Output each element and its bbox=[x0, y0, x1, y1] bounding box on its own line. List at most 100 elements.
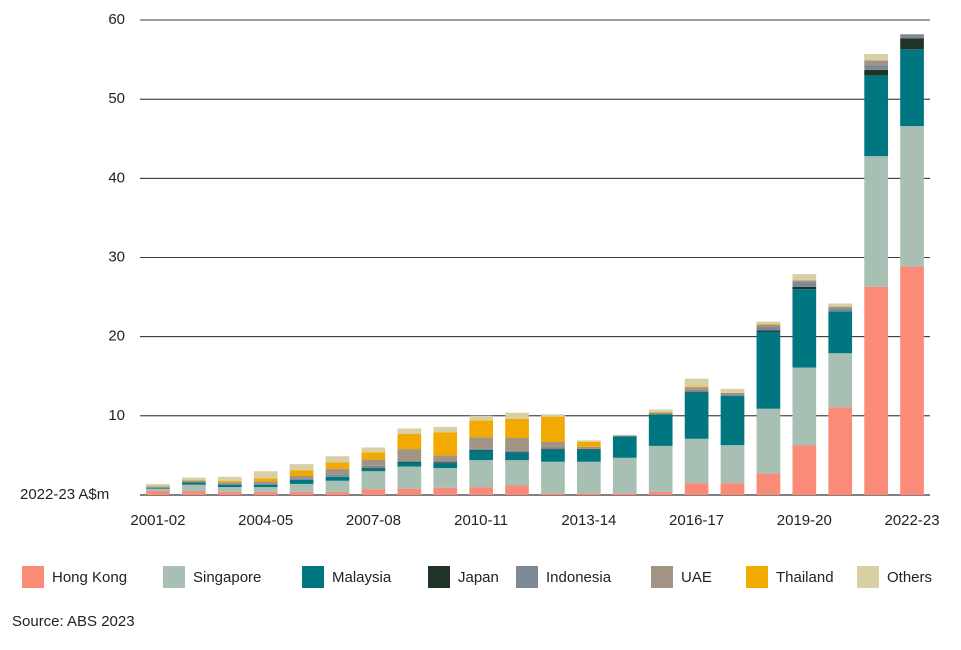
bar-segment bbox=[217, 491, 242, 495]
bar-segment bbox=[648, 411, 673, 413]
bar-segment bbox=[577, 449, 601, 450]
bar-segment bbox=[182, 481, 206, 483]
bar-segment bbox=[792, 280, 817, 283]
bar-segment bbox=[469, 437, 493, 449]
bar-segment bbox=[577, 441, 601, 447]
bar-segment bbox=[361, 468, 386, 472]
bar-segment bbox=[433, 463, 458, 469]
bar-segment bbox=[361, 489, 386, 495]
bar-segment bbox=[864, 60, 888, 66]
bar-segment bbox=[684, 438, 709, 484]
bar-segment bbox=[325, 456, 350, 463]
x-tick-label: 2019-20 bbox=[777, 512, 832, 529]
legend-label: Others bbox=[887, 569, 932, 586]
bar-segment bbox=[253, 481, 278, 484]
bar-segment bbox=[541, 416, 565, 442]
bar-segment bbox=[505, 485, 529, 495]
bar-segment bbox=[541, 414, 565, 417]
bar-segment bbox=[792, 445, 817, 495]
bar-segment bbox=[397, 428, 422, 435]
legend-label: Malaysia bbox=[332, 569, 392, 586]
bar-segment bbox=[612, 434, 637, 436]
bar-segment bbox=[469, 487, 493, 495]
bar-segment bbox=[433, 432, 458, 456]
bar-segment bbox=[433, 455, 458, 461]
legend-label: UAE bbox=[681, 569, 712, 586]
bar-segment bbox=[433, 426, 458, 433]
bar-segment bbox=[325, 462, 350, 469]
bar-segment bbox=[541, 461, 565, 494]
bar-segment bbox=[146, 491, 170, 495]
legend-label: Japan bbox=[458, 569, 499, 586]
bar-segment bbox=[756, 321, 781, 324]
bar-segment bbox=[864, 156, 888, 287]
y-tick-label: 10 bbox=[108, 407, 125, 424]
bar-segment bbox=[325, 480, 350, 492]
bar-segment bbox=[612, 436, 637, 458]
x-tick-label: 2010-11 bbox=[454, 512, 508, 529]
bar-segment bbox=[900, 266, 924, 495]
x-tick-label: 2007-08 bbox=[346, 512, 401, 529]
bar-segment bbox=[720, 445, 745, 484]
bar-segment bbox=[864, 65, 888, 70]
bar-segment bbox=[864, 69, 888, 76]
bar-segment bbox=[505, 450, 529, 453]
legend-swatch bbox=[163, 566, 185, 588]
bar-segment bbox=[397, 461, 422, 463]
legend-label: Singapore bbox=[193, 569, 261, 586]
bar-segment bbox=[541, 449, 565, 462]
bar-segment bbox=[397, 466, 422, 489]
bar-segment bbox=[433, 487, 458, 495]
bar-segment bbox=[361, 452, 386, 460]
legend-swatch bbox=[746, 566, 768, 588]
bar-segment bbox=[720, 483, 745, 495]
bar-segment bbox=[146, 486, 170, 488]
bar-segment bbox=[361, 465, 386, 469]
bar-segment bbox=[253, 491, 278, 495]
bar-segment bbox=[577, 446, 601, 449]
bar-segment bbox=[792, 367, 817, 446]
bar-segment bbox=[325, 491, 350, 495]
bar-segment bbox=[648, 414, 673, 446]
bar-segment bbox=[828, 311, 853, 354]
bar-segment bbox=[684, 389, 709, 393]
bar-segment bbox=[253, 487, 278, 492]
bar-segment bbox=[648, 413, 673, 415]
bar-segment bbox=[325, 474, 350, 477]
bar-segment bbox=[756, 331, 781, 409]
bar-segment bbox=[828, 306, 853, 309]
bar-segment bbox=[182, 491, 206, 495]
bar-segment bbox=[253, 471, 278, 479]
bar-segment bbox=[577, 448, 601, 450]
x-tick-label: 2016-17 bbox=[669, 512, 724, 529]
bar-segment bbox=[648, 491, 673, 495]
bar-segment bbox=[505, 412, 529, 419]
legend-label: Indonesia bbox=[546, 569, 612, 586]
legend-swatch bbox=[428, 566, 450, 588]
bar-segment bbox=[541, 441, 565, 448]
bar-segment bbox=[505, 453, 529, 461]
bar-segment bbox=[397, 488, 422, 495]
y-tick-label: 20 bbox=[108, 328, 125, 345]
bar-segment bbox=[397, 462, 422, 467]
bar-segment bbox=[325, 468, 350, 475]
legend-swatch bbox=[302, 566, 324, 588]
bar-segment bbox=[612, 493, 637, 495]
bar-segment bbox=[361, 471, 386, 490]
bar-segment bbox=[505, 438, 529, 451]
bar-segment bbox=[720, 392, 745, 395]
y-axis-label: 2022-23 A$m bbox=[20, 486, 109, 503]
bar-segment bbox=[289, 491, 314, 495]
bar-segment bbox=[433, 462, 458, 464]
bar-segment bbox=[648, 409, 673, 412]
x-tick-label: 2022-23 bbox=[885, 512, 940, 529]
bar-segment bbox=[828, 407, 853, 495]
bar-segment bbox=[756, 473, 781, 495]
bar-segment bbox=[684, 386, 709, 388]
bar-segment bbox=[577, 461, 601, 494]
bar-segment bbox=[397, 449, 422, 461]
bar-segment bbox=[648, 445, 673, 492]
source: Source: ABS 2023 bbox=[12, 613, 135, 630]
bar-segment bbox=[469, 449, 493, 451]
bar-segment bbox=[541, 447, 565, 450]
